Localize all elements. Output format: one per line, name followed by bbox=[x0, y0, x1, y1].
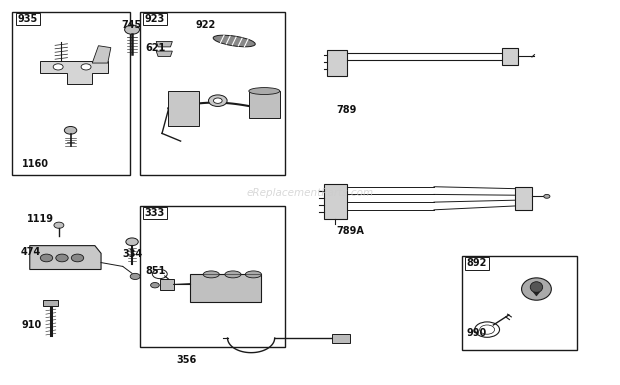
Circle shape bbox=[125, 25, 140, 34]
Text: 789: 789 bbox=[336, 105, 356, 115]
Text: 892: 892 bbox=[467, 258, 487, 268]
Text: 990: 990 bbox=[466, 328, 487, 338]
Polygon shape bbox=[92, 46, 111, 63]
Bar bbox=[143, 13, 167, 25]
Bar bbox=[324, 184, 347, 219]
Ellipse shape bbox=[521, 278, 551, 300]
Ellipse shape bbox=[530, 282, 542, 293]
Bar bbox=[465, 257, 489, 270]
Polygon shape bbox=[30, 246, 101, 270]
Circle shape bbox=[53, 64, 63, 70]
Polygon shape bbox=[249, 91, 280, 118]
Bar bbox=[16, 13, 40, 25]
Text: eReplacementParts.com: eReplacementParts.com bbox=[246, 187, 374, 198]
Bar bbox=[332, 334, 350, 343]
Circle shape bbox=[544, 194, 550, 198]
Polygon shape bbox=[156, 51, 172, 57]
Polygon shape bbox=[40, 61, 108, 84]
Bar bbox=[160, 279, 174, 290]
Text: 474: 474 bbox=[20, 247, 41, 257]
Ellipse shape bbox=[225, 271, 241, 278]
Bar bbox=[515, 187, 532, 210]
Bar bbox=[43, 300, 58, 306]
Circle shape bbox=[71, 254, 84, 262]
Circle shape bbox=[81, 64, 91, 70]
Polygon shape bbox=[533, 292, 539, 296]
Circle shape bbox=[54, 222, 64, 228]
Circle shape bbox=[64, 126, 77, 134]
Polygon shape bbox=[156, 42, 172, 47]
Text: 851: 851 bbox=[146, 266, 166, 276]
Text: 333: 333 bbox=[144, 208, 165, 218]
Bar bbox=[190, 275, 261, 302]
Bar bbox=[462, 256, 577, 350]
Text: 1160: 1160 bbox=[22, 159, 49, 169]
Bar bbox=[502, 48, 518, 65]
Circle shape bbox=[208, 95, 227, 106]
Bar bbox=[140, 206, 285, 346]
Circle shape bbox=[126, 238, 138, 246]
Text: 621: 621 bbox=[146, 43, 166, 53]
Bar bbox=[12, 12, 130, 175]
Text: 789A: 789A bbox=[336, 226, 364, 236]
Polygon shape bbox=[168, 91, 199, 126]
Circle shape bbox=[213, 98, 222, 103]
Text: 745: 745 bbox=[122, 20, 142, 30]
Circle shape bbox=[130, 273, 140, 280]
Text: 922: 922 bbox=[195, 20, 216, 30]
Text: 334: 334 bbox=[123, 249, 143, 259]
Text: 935: 935 bbox=[17, 14, 38, 24]
Ellipse shape bbox=[249, 87, 280, 94]
Ellipse shape bbox=[213, 35, 255, 47]
Circle shape bbox=[151, 283, 159, 288]
Ellipse shape bbox=[246, 271, 262, 278]
Circle shape bbox=[40, 254, 53, 262]
Bar bbox=[143, 207, 167, 219]
Bar bbox=[327, 50, 347, 76]
Text: 910: 910 bbox=[22, 320, 42, 330]
Text: 923: 923 bbox=[144, 14, 165, 24]
Text: 356: 356 bbox=[177, 355, 197, 365]
Text: 1119: 1119 bbox=[27, 214, 54, 224]
Bar bbox=[140, 12, 285, 175]
Ellipse shape bbox=[203, 271, 219, 278]
Circle shape bbox=[56, 254, 68, 262]
